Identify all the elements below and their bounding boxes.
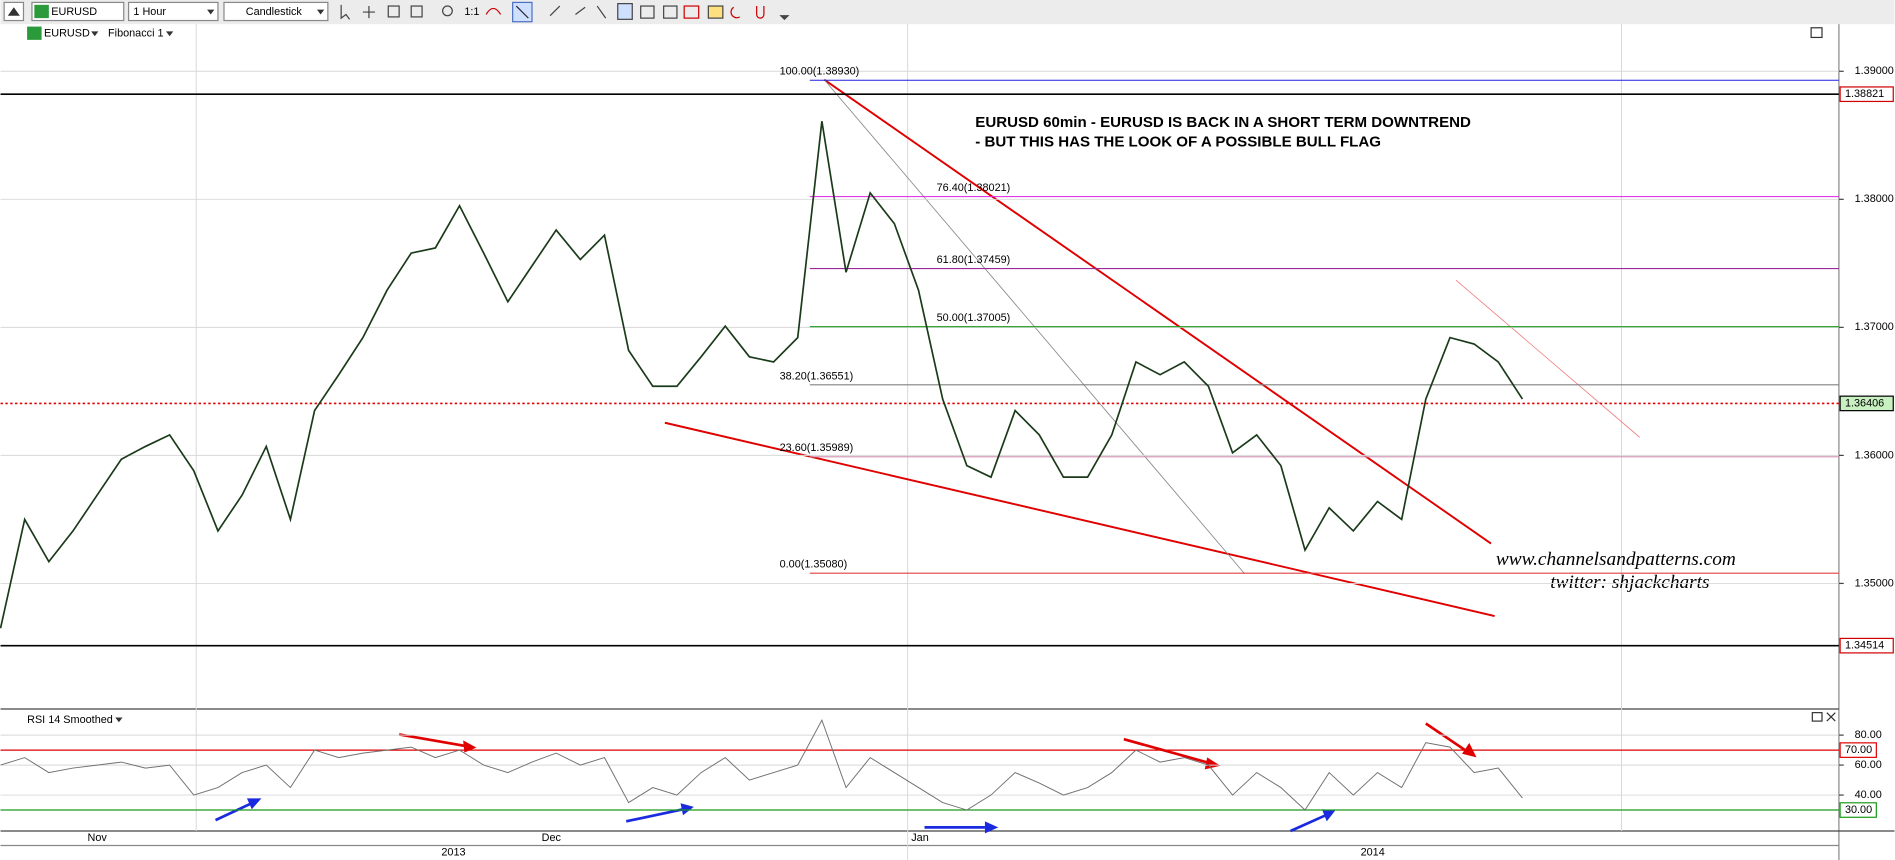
y-tick-label: 1.35000 — [1855, 577, 1894, 589]
price-marker-label: 1.36406 — [1845, 397, 1884, 409]
rsi-title[interactable]: RSI 14 Smoothed — [27, 714, 113, 726]
rsi-maximize[interactable] — [1811, 712, 1823, 722]
timeframe-text: 1 Hour — [133, 6, 166, 18]
year-label: 2014 — [1361, 847, 1385, 859]
rsi-arrows — [214, 722, 1477, 834]
y-tick-label: 80.00 — [1855, 729, 1882, 741]
symbol-icon — [27, 26, 42, 40]
rsi-close[interactable] — [1826, 712, 1836, 722]
watermark: www.channelsandpatterns.com — [1496, 549, 1736, 570]
x-label: Nov — [88, 832, 108, 844]
y-tick-label: 40.00 — [1855, 789, 1882, 801]
style-select[interactable] — [223, 1, 329, 22]
timeframe-select[interactable] — [127, 1, 219, 22]
y-tick-label: 1.38000 — [1855, 193, 1894, 205]
vertical-grid — [195, 24, 1622, 860]
y-tick-label: 1.37000 — [1855, 321, 1894, 333]
fib-label: 76.40(1.38021) — [937, 182, 1011, 194]
y-tick-label: 60.00 — [1855, 759, 1882, 771]
level-label: 30.00 — [1845, 804, 1872, 816]
fib-label: 100.00(1.38930) — [780, 66, 860, 78]
maximize-button[interactable] — [1810, 27, 1823, 39]
level-box — [1839, 802, 1877, 818]
watermark: twitter: shjackcharts — [1550, 572, 1709, 593]
y-tick-label: 1.36000 — [1855, 449, 1894, 461]
fib-label: 61.80(1.37459) — [937, 254, 1011, 266]
price-marker-label: 1.34514 — [1845, 640, 1884, 652]
x-label: Jan — [911, 832, 929, 844]
fib-label: 0.00(1.35080) — [780, 559, 848, 571]
level-box — [1839, 742, 1877, 758]
level-label: 70.00 — [1845, 744, 1872, 756]
price-marker-label: 1.38821 — [1845, 88, 1884, 100]
trendlines — [664, 78, 1640, 617]
price-marker-box — [1839, 86, 1894, 103]
style-text: Candlestick — [246, 6, 303, 18]
price-line-series — [0, 121, 1524, 629]
zoom-button[interactable]: 1:1 — [464, 6, 479, 18]
legend-tool[interactable]: Fibonacci 1 — [108, 28, 164, 40]
fib-label: 23.60(1.35989) — [780, 442, 854, 454]
y-tick-label: 1.39000 — [1855, 65, 1894, 77]
price-marker-box — [1839, 637, 1894, 654]
price-marker-box — [1839, 395, 1894, 412]
fib-label: 38.20(1.36551) — [780, 370, 854, 382]
fib-label: 50.00(1.37005) — [937, 312, 1011, 324]
annotation: EURUSD 60min - EURUSD IS BACK IN A SHORT… — [975, 114, 1471, 131]
symbol-input[interactable]: EURUSD — [51, 6, 97, 18]
annotation: - BUT THIS HAS THE LOOK OF A POSSIBLE BU… — [975, 134, 1381, 151]
symbol-box[interactable] — [31, 1, 125, 22]
toolbar-icons[interactable] — [340, 1, 790, 23]
year-label: 2013 — [441, 847, 465, 859]
x-label: Dec — [542, 832, 562, 844]
rsi-line — [0, 718, 1523, 811]
legend-symbol[interactable]: EURUSD — [44, 28, 90, 40]
